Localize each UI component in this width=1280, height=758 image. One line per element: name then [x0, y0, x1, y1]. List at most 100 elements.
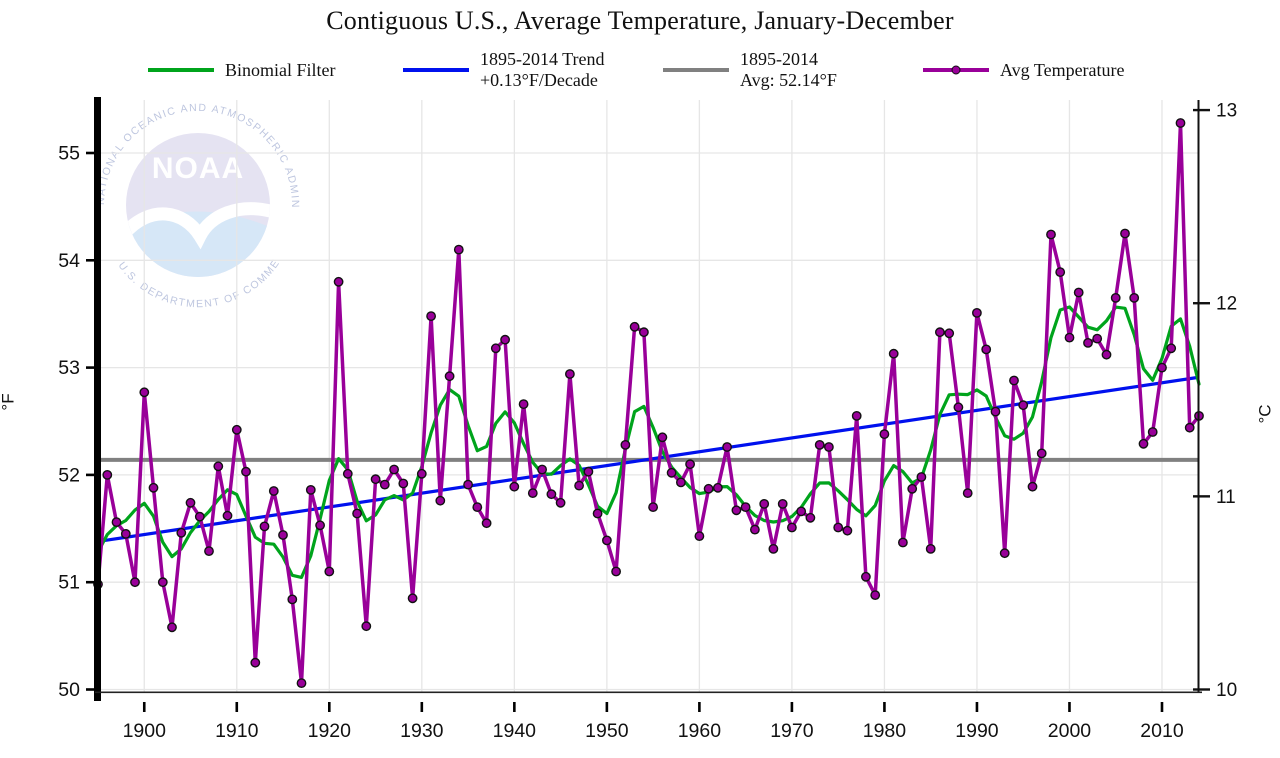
legend-item-trend: 1895-2014 Trend +0.13°F/Decade — [403, 47, 605, 93]
trend-line — [97, 375, 1200, 544]
y-tick-label: 52 — [58, 464, 80, 486]
data-point-marker — [1157, 362, 1167, 373]
data-point-marker — [305, 484, 316, 495]
data-point-marker — [102, 469, 113, 480]
data-point-marker — [787, 522, 797, 533]
data-point-marker — [1184, 422, 1195, 433]
y-tick — [86, 259, 94, 262]
data-point-marker — [1055, 267, 1066, 277]
y-tick-label: 53 — [58, 357, 80, 379]
data-point-marker — [1009, 375, 1019, 386]
data-point-marker — [453, 244, 464, 255]
y-tick-right-label: 12 — [1216, 294, 1237, 315]
data-point-marker — [824, 442, 834, 452]
data-point-marker — [1129, 292, 1140, 303]
data-point-marker — [185, 497, 196, 508]
data-point-marker — [204, 546, 214, 556]
data-point-marker — [213, 461, 224, 472]
data-point-marker — [407, 593, 418, 604]
data-point-marker — [259, 521, 270, 532]
x-tick — [1160, 702, 1164, 712]
data-point-marker — [222, 510, 233, 521]
data-point-marker — [416, 468, 427, 479]
x-tick-label: 2010 — [1140, 720, 1184, 742]
y-tick-label: 55 — [58, 143, 80, 165]
data-point-marker — [296, 678, 307, 688]
data-point-marker — [602, 535, 612, 546]
data-point-marker — [1073, 287, 1084, 298]
data-point-marker — [694, 531, 705, 541]
legend-text: 1895-2014 — [740, 49, 818, 69]
y-tick — [86, 688, 94, 691]
y-tick — [86, 580, 94, 584]
x-tick-label: 1940 — [493, 720, 537, 742]
legend-item-avg-temperature: Avg Temperature — [923, 47, 1125, 93]
legend-label: Avg Temperature — [1000, 47, 1125, 93]
y-axis-left-spine — [94, 97, 101, 701]
data-point-marker — [527, 488, 538, 498]
data-point-marker — [740, 502, 751, 512]
data-point-marker — [713, 482, 723, 493]
axes: 50 51 52 53 54 55 10 11 12 13 1900 1910 1920 1930 1940… — [58, 97, 1237, 742]
data-point-marker — [472, 502, 483, 512]
average-swatch-icon — [663, 68, 729, 72]
x-tick-label: 1990 — [955, 720, 999, 742]
data-point-marker — [666, 467, 677, 478]
data-point-marker — [620, 439, 631, 450]
avg-temperature-swatch-icon — [923, 65, 989, 75]
data-point-marker — [324, 566, 335, 577]
trend-swatch-icon — [403, 68, 469, 72]
data-point-marker — [130, 577, 140, 588]
data-point-marker — [139, 387, 150, 398]
y-tick — [86, 473, 94, 477]
page-title: Contiguous U.S., Average Temperature, Ja… — [326, 6, 954, 35]
data-point-marker — [250, 657, 261, 668]
data-point-marker — [352, 508, 362, 519]
data-point-marker — [1064, 332, 1075, 343]
x-tick — [883, 702, 886, 712]
data-point-marker — [268, 486, 279, 496]
data-point-marker — [565, 369, 575, 379]
data-point-marker — [342, 468, 353, 479]
data-point-marker — [999, 548, 1010, 559]
data-point-marker — [398, 478, 409, 489]
legend-text: Avg Temperature — [1000, 59, 1125, 80]
y-tick-right-label: 10 — [1216, 680, 1237, 701]
data-point-marker — [703, 483, 714, 494]
data-point-marker — [796, 506, 807, 517]
gridlines — [98, 100, 1199, 693]
data-point-marker — [981, 344, 992, 355]
data-point-marker — [1120, 228, 1130, 239]
data-point-marker — [241, 466, 251, 477]
data-point-marker — [176, 527, 187, 538]
seagull-icon — [126, 202, 270, 250]
data-point-marker — [546, 489, 557, 500]
data-point-marker — [685, 459, 695, 470]
data-point-marker — [898, 537, 908, 548]
x-tick — [513, 702, 516, 712]
data-point-marker — [194, 511, 205, 522]
data-point-marker — [1036, 448, 1047, 459]
data-point-marker — [389, 464, 399, 475]
y-tick — [86, 151, 94, 155]
data-point-marker — [768, 544, 779, 554]
x-tick — [975, 702, 979, 712]
x-tick-label: 2000 — [1048, 720, 1092, 742]
x-tick — [235, 702, 239, 712]
data-point-marker — [231, 424, 242, 435]
x-tick — [142, 702, 146, 712]
y-tick-label: 54 — [58, 250, 80, 272]
x-tick — [420, 702, 424, 712]
data-point-marker — [287, 594, 298, 605]
legend-item-binomial-filter: Binomial Filter — [148, 47, 336, 93]
data-point-marker — [777, 498, 788, 509]
data-point-marker — [1027, 481, 1038, 492]
legend-text: Binomial Filter — [225, 59, 336, 80]
x-tick — [328, 702, 331, 712]
data-point-marker — [814, 439, 825, 450]
legend-label: Binomial Filter — [225, 47, 336, 93]
data-point-marker — [1092, 333, 1103, 344]
data-point-marker — [167, 622, 177, 633]
data-point-marker — [333, 276, 344, 287]
y-tick-label: 50 — [58, 679, 80, 701]
